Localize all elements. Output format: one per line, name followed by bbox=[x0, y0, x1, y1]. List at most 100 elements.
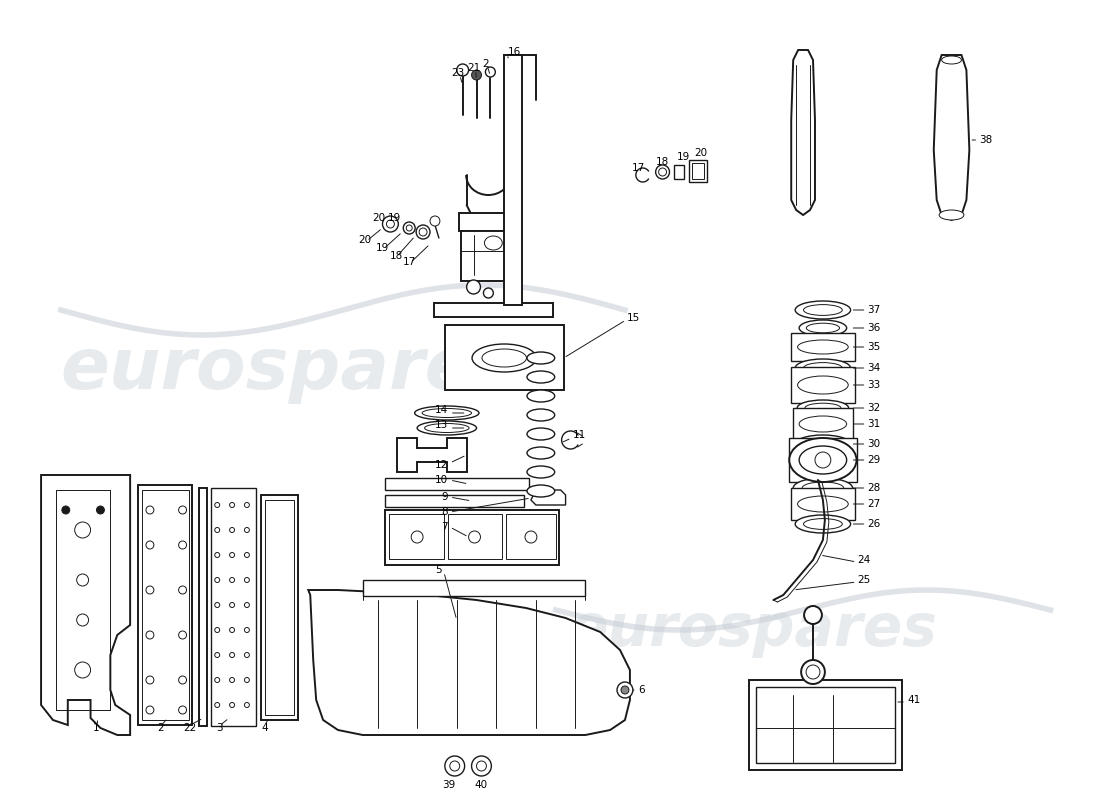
Bar bbox=[791, 488, 855, 520]
Circle shape bbox=[146, 506, 154, 514]
Circle shape bbox=[178, 676, 187, 684]
Ellipse shape bbox=[482, 349, 527, 367]
Ellipse shape bbox=[799, 320, 847, 336]
Bar bbox=[385, 478, 529, 490]
Ellipse shape bbox=[789, 438, 857, 482]
Circle shape bbox=[476, 761, 486, 771]
Circle shape bbox=[450, 761, 460, 771]
Circle shape bbox=[230, 653, 234, 658]
Ellipse shape bbox=[795, 435, 850, 453]
Ellipse shape bbox=[798, 340, 848, 354]
Circle shape bbox=[75, 662, 90, 678]
Circle shape bbox=[230, 602, 234, 607]
Text: eurospares: eurospares bbox=[60, 335, 517, 405]
Circle shape bbox=[444, 756, 464, 776]
Ellipse shape bbox=[527, 447, 554, 459]
Text: eurospares: eurospares bbox=[569, 602, 938, 658]
Bar bbox=[504, 55, 522, 305]
Circle shape bbox=[230, 578, 234, 582]
Bar bbox=[385, 495, 524, 507]
Text: 5: 5 bbox=[436, 565, 442, 575]
Circle shape bbox=[77, 574, 89, 586]
Bar bbox=[389, 514, 444, 559]
Bar bbox=[444, 325, 563, 390]
Ellipse shape bbox=[527, 466, 554, 478]
Text: 3: 3 bbox=[217, 723, 223, 733]
Text: 13: 13 bbox=[434, 420, 448, 430]
Circle shape bbox=[146, 586, 154, 594]
Text: 20: 20 bbox=[694, 148, 707, 158]
Circle shape bbox=[97, 506, 104, 514]
Bar bbox=[265, 500, 295, 715]
Text: 19: 19 bbox=[375, 243, 388, 253]
Circle shape bbox=[230, 502, 234, 507]
Circle shape bbox=[214, 678, 220, 682]
Circle shape bbox=[244, 653, 250, 658]
Circle shape bbox=[411, 531, 424, 543]
Text: 32: 32 bbox=[868, 403, 881, 413]
Text: 15: 15 bbox=[627, 313, 640, 323]
Bar bbox=[459, 213, 518, 231]
Bar bbox=[363, 580, 585, 596]
Bar bbox=[791, 367, 855, 403]
Ellipse shape bbox=[415, 406, 478, 420]
Circle shape bbox=[406, 225, 412, 231]
Text: 28: 28 bbox=[868, 483, 881, 493]
Text: 38: 38 bbox=[979, 135, 992, 145]
Text: 41: 41 bbox=[908, 695, 921, 705]
Bar bbox=[793, 408, 853, 440]
Bar bbox=[434, 303, 552, 317]
Text: 26: 26 bbox=[868, 519, 881, 529]
Circle shape bbox=[214, 702, 220, 707]
Text: 2: 2 bbox=[157, 723, 164, 733]
Circle shape bbox=[146, 706, 154, 714]
Text: 39: 39 bbox=[442, 780, 455, 790]
Ellipse shape bbox=[417, 421, 476, 435]
Polygon shape bbox=[531, 490, 565, 505]
Circle shape bbox=[230, 678, 234, 682]
Text: 2: 2 bbox=[483, 59, 490, 69]
Circle shape bbox=[419, 228, 427, 236]
Circle shape bbox=[525, 531, 537, 543]
Circle shape bbox=[230, 627, 234, 633]
Ellipse shape bbox=[942, 56, 961, 64]
Text: 18: 18 bbox=[389, 251, 403, 261]
Circle shape bbox=[804, 606, 822, 624]
Ellipse shape bbox=[803, 362, 843, 374]
Text: 9: 9 bbox=[441, 492, 448, 502]
Circle shape bbox=[404, 222, 415, 234]
Polygon shape bbox=[397, 438, 466, 472]
Circle shape bbox=[244, 678, 250, 682]
Bar bbox=[448, 514, 503, 559]
Ellipse shape bbox=[527, 409, 554, 421]
Circle shape bbox=[386, 220, 395, 228]
Ellipse shape bbox=[527, 428, 554, 440]
Bar bbox=[142, 490, 188, 720]
Text: 20: 20 bbox=[373, 213, 386, 223]
Circle shape bbox=[146, 676, 154, 684]
Bar bbox=[749, 680, 902, 770]
Ellipse shape bbox=[798, 376, 848, 394]
Polygon shape bbox=[308, 590, 630, 735]
Text: 10: 10 bbox=[434, 475, 448, 485]
Ellipse shape bbox=[484, 236, 503, 250]
Circle shape bbox=[466, 280, 481, 294]
Ellipse shape bbox=[803, 438, 843, 450]
Circle shape bbox=[146, 541, 154, 549]
Polygon shape bbox=[934, 55, 969, 220]
Circle shape bbox=[656, 165, 670, 179]
Bar bbox=[461, 231, 516, 281]
Text: 40: 40 bbox=[474, 780, 487, 790]
Ellipse shape bbox=[805, 403, 840, 413]
Circle shape bbox=[214, 602, 220, 607]
Text: 29: 29 bbox=[868, 455, 881, 465]
Ellipse shape bbox=[793, 478, 853, 498]
Text: 37: 37 bbox=[868, 305, 881, 315]
Circle shape bbox=[621, 686, 629, 694]
Bar bbox=[789, 438, 857, 482]
Circle shape bbox=[214, 527, 220, 533]
Circle shape bbox=[416, 225, 430, 239]
Circle shape bbox=[214, 627, 220, 633]
Circle shape bbox=[244, 578, 250, 582]
Text: 30: 30 bbox=[868, 439, 881, 449]
